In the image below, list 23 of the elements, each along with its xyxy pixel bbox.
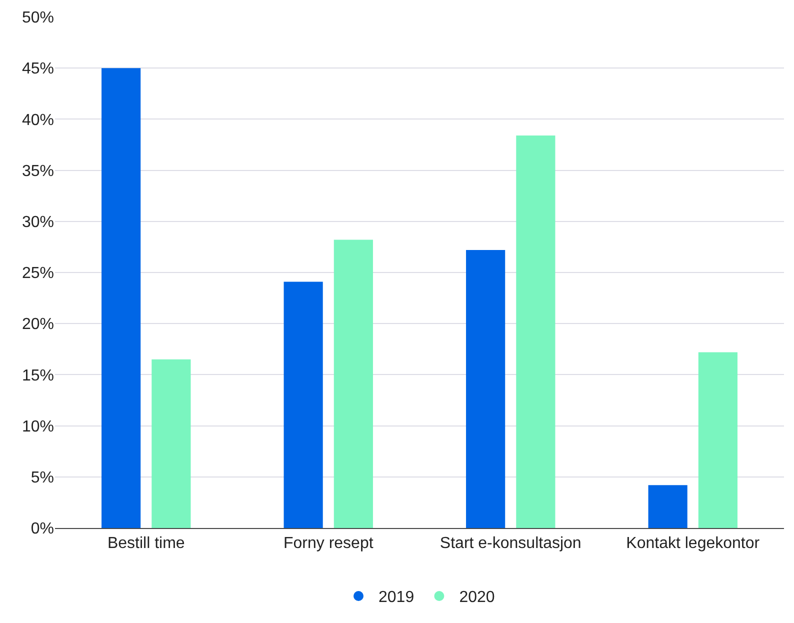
x-tick-label: Start e-konsultasjon	[440, 535, 582, 552]
y-tick-label: 10%	[22, 418, 54, 436]
bar	[334, 240, 373, 528]
bar	[698, 352, 738, 528]
bar	[102, 68, 141, 528]
y-tick-label: 20%	[22, 316, 54, 334]
bar	[648, 485, 688, 528]
bar	[152, 359, 191, 528]
y-tick-label: 50%	[22, 10, 54, 27]
x-tick-label: Bestill time	[107, 535, 185, 552]
y-tick-label: 40%	[22, 112, 54, 129]
bar	[516, 136, 556, 528]
y-tick-label: 5%	[30, 470, 54, 486]
y-tick-label: 25%	[22, 265, 54, 282]
y-tick-label: 0%	[30, 520, 54, 538]
y-tick-label: 30%	[22, 214, 54, 231]
y-tick-label: 35%	[22, 162, 54, 180]
y-tick-label: 15%	[22, 367, 54, 384]
x-tick-label: Forny resept	[283, 535, 374, 552]
x-tick-label: Kontakt legekontor	[626, 535, 760, 552]
y-tick-label: 45%	[22, 60, 54, 78]
bar	[284, 282, 323, 528]
bar	[466, 250, 506, 528]
